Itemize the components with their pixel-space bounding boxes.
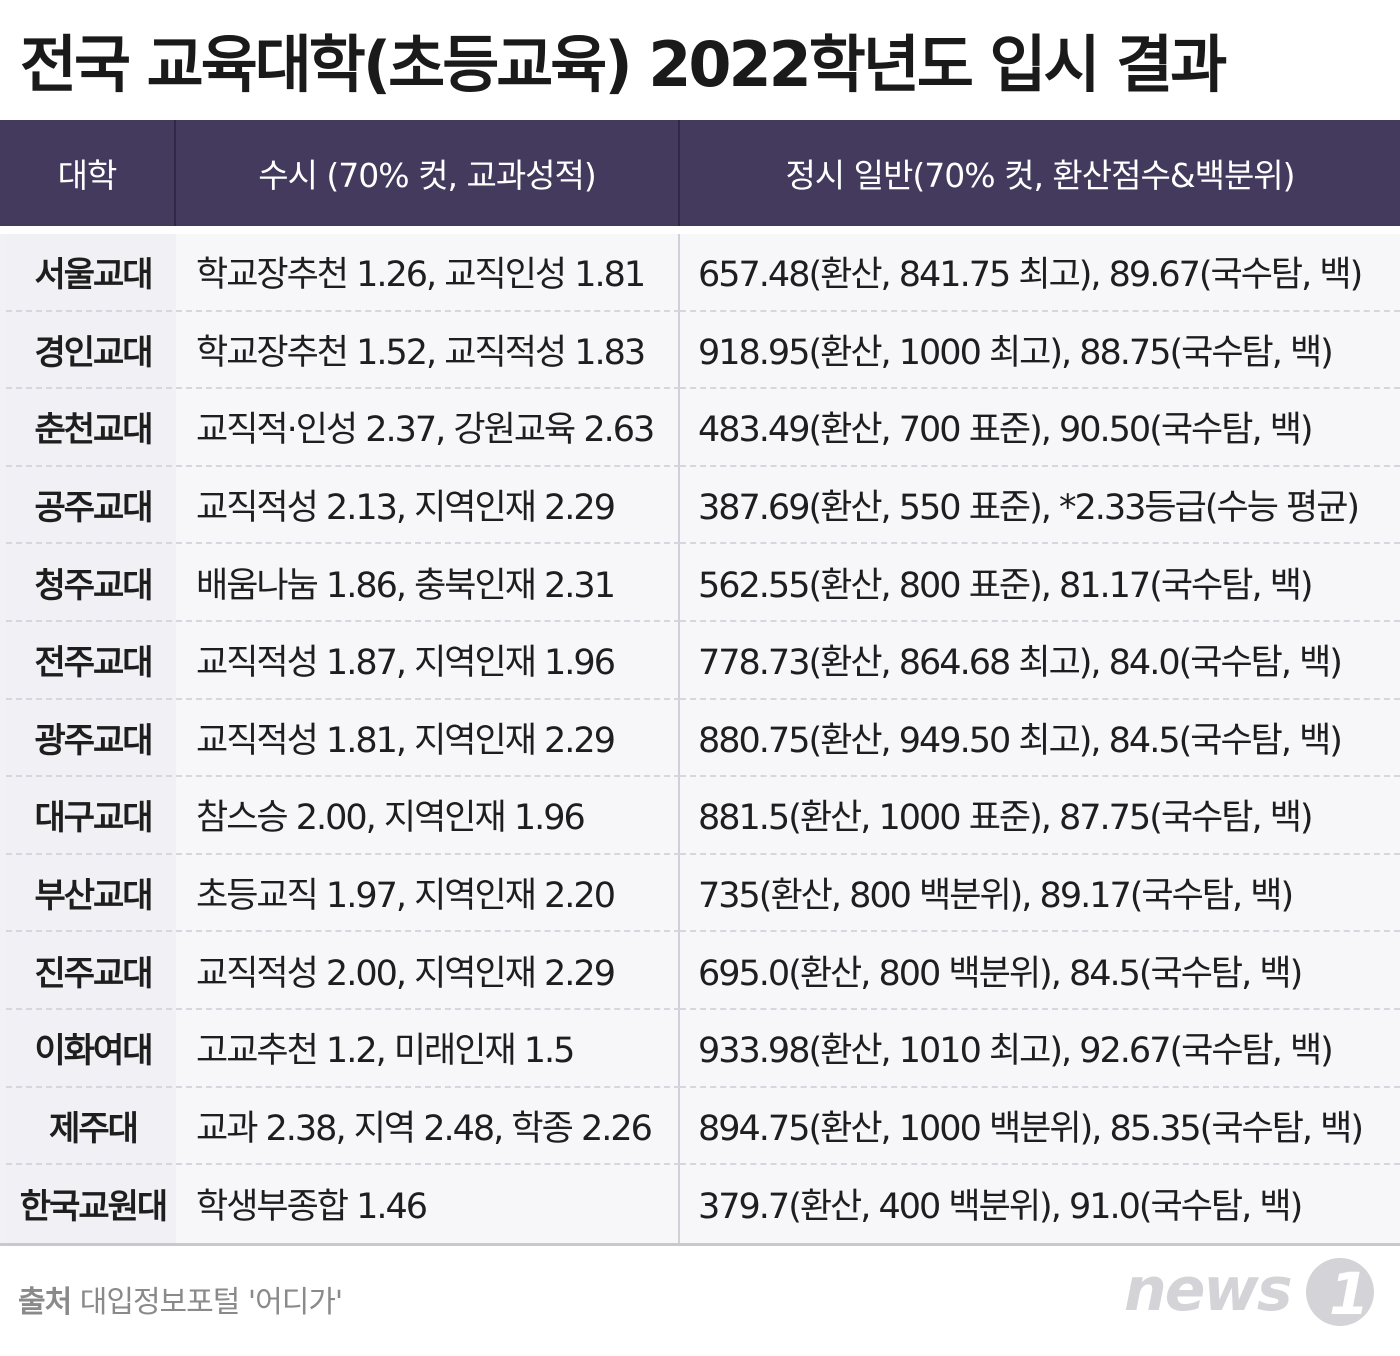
admission-results-table: 대학 수시 (70% 컷, 교과성적) 정시 일반(70% 컷, 환산점수&백분… (0, 120, 1400, 1246)
university-cell: 경인교대 (6, 311, 182, 390)
university-cell: 광주교대 (6, 699, 182, 778)
column-header-jeongsi: 정시 일반(70% 컷, 환산점수&백분위) (785, 156, 1295, 195)
susi-cell: 교직적성 1.81, 지역인재 2.29 (176, 699, 680, 778)
university-cell: 제주대 (6, 1087, 182, 1166)
news1-logo: news 1 (1124, 1255, 1374, 1328)
table-row: 광주교대 교직적성 1.81, 지역인재 2.29 880.75(환산, 949.5… (0, 699, 1400, 778)
jeongsi-cell: 379.7(환산, 400 백분위), 91.0(국수탐, 백) (680, 1165, 1400, 1243)
university-cell: 춘천교대 (6, 389, 182, 467)
susi-cell: 교과 2.38, 지역 2.48, 학종 2.26 (176, 1087, 680, 1166)
source-label: 출처 (18, 1285, 72, 1320)
university-cell: 대구교대 (6, 777, 182, 855)
university-cell: 한국교원대 (6, 1165, 182, 1243)
jeongsi-cell: 880.75(환산, 949.50 최고), 84.5(국수탐, 백) (680, 699, 1400, 778)
jeongsi-cell: 918.95(환산, 1000 최고), 88.75(국수탐, 백) (680, 311, 1400, 390)
university-cell: 서울교대 (6, 234, 182, 312)
susi-cell: 교직적성 1.87, 지역인재 1.96 (176, 621, 680, 700)
table-row: 제주대 교과 2.38, 지역 2.48, 학종 2.26 894.75(환산, 1… (0, 1087, 1400, 1166)
university-cell: 전주교대 (6, 621, 182, 700)
table-row: 공주교대 교직적성 2.13, 지역인재 2.29 387.69(환산, 550 표… (0, 466, 1400, 545)
university-cell: 부산교대 (6, 854, 182, 933)
susi-cell: 초등교직 1.97, 지역인재 2.20 (176, 854, 680, 933)
table-row: 경인교대 학교장추천 1.52, 교직적성 1.83 918.95(환산, 1000… (0, 311, 1400, 390)
news1-logo-mark: 1 (1329, 1260, 1369, 1328)
susi-cell: 배움나눔 1.86, 충북인재 2.31 (176, 544, 680, 622)
column-header-susi: 수시 (70% 컷, 교과성적) (176, 120, 680, 226)
jeongsi-cell: 483.49(환산, 700 표준), 90.50(국수탐, 백) (680, 389, 1400, 467)
jeongsi-cell: 657.48(환산, 841.75 최고), 89.67(국수탐, 백) (680, 234, 1400, 312)
jeongsi-cell: 387.69(환산, 550 표준), *2.33등급(수능 평균) (680, 466, 1400, 545)
university-cell: 이화여대 (6, 1009, 182, 1088)
jeongsi-cell: 735(환산, 800 백분위), 89.17(국수탐, 백) (680, 854, 1400, 933)
source-text: 대입정보포털 '어디가' (79, 1285, 343, 1320)
jeongsi-cell: 894.75(환산, 1000 백분위), 85.35(국수탐, 백) (680, 1087, 1400, 1166)
university-cell: 청주교대 (6, 544, 182, 622)
news1-logo-wordmark: news (1124, 1255, 1291, 1325)
susi-cell: 참스승 2.00, 지역인재 1.96 (176, 777, 680, 855)
table-row: 진주교대 교직적성 2.00, 지역인재 2.29 695.0(환산, 800 백분… (0, 932, 1400, 1010)
jeongsi-cell: 933.98(환산, 1010 최고), 92.67(국수탐, 백) (680, 1009, 1400, 1088)
table-row: 부산교대 초등교직 1.97, 지역인재 2.20 735(환산, 800 백분위)… (0, 854, 1400, 933)
university-cell: 진주교대 (6, 932, 182, 1010)
susi-cell: 교직적·인성 2.37, 강원교육 2.63 (176, 389, 680, 467)
susi-cell: 학교장추천 1.26, 교직인성 1.81 (176, 234, 680, 312)
table-row: 대구교대 참스승 2.00, 지역인재 1.96 881.5(환산, 1000 표준… (0, 777, 1400, 855)
susi-cell: 교직적성 2.13, 지역인재 2.29 (176, 466, 680, 545)
jeongsi-cell: 881.5(환산, 1000 표준), 87.75(국수탐, 백) (680, 777, 1400, 855)
university-cell: 공주교대 (6, 466, 182, 545)
table-row: 전주교대 교직적성 1.87, 지역인재 1.96 778.73(환산, 864.6… (0, 621, 1400, 700)
table-row: 춘천교대 교직적·인성 2.37, 강원교육 2.63 483.49(환산, 700… (0, 389, 1400, 467)
susi-cell: 학교장추천 1.52, 교직적성 1.83 (176, 311, 680, 390)
table-row: 청주교대 배움나눔 1.86, 충북인재 2.31 562.55(환산, 800 표… (0, 544, 1400, 622)
table-body: 서울교대 학교장추천 1.26, 교직인성 1.81 657.48(환산, 841.… (0, 234, 1400, 1246)
table-header: 대학 수시 (70% 컷, 교과성적) 정시 일반(70% 컷, 환산점수&백분… (0, 120, 1400, 226)
source-note: 출처 대입정보포털 '어디가' (18, 1277, 343, 1321)
susi-cell: 고교추천 1.2, 미래인재 1.5 (176, 1009, 680, 1088)
table-row: 이화여대 고교추천 1.2, 미래인재 1.5 933.98(환산, 1010 최고… (0, 1009, 1400, 1088)
jeongsi-cell: 562.55(환산, 800 표준), 81.17(국수탐, 백) (680, 544, 1400, 622)
jeongsi-cell: 778.73(환산, 864.68 최고), 84.0(국수탐, 백) (680, 621, 1400, 700)
table-row: 한국교원대 학생부종합 1.46 379.7(환산, 400 백분위), 91.0(… (0, 1165, 1400, 1243)
page-title: 전국 교육대학(초등교육) 2022학년도 입시 결과 (20, 28, 1227, 101)
column-header-university: 대학 (0, 120, 176, 226)
susi-cell: 교직적성 2.00, 지역인재 2.29 (176, 932, 680, 1010)
table-row: 서울교대 학교장추천 1.26, 교직인성 1.81 657.48(환산, 841.… (0, 234, 1400, 312)
susi-cell: 학생부종합 1.46 (176, 1165, 680, 1243)
jeongsi-cell: 695.0(환산, 800 백분위), 84.5(국수탐, 백) (680, 932, 1400, 1010)
